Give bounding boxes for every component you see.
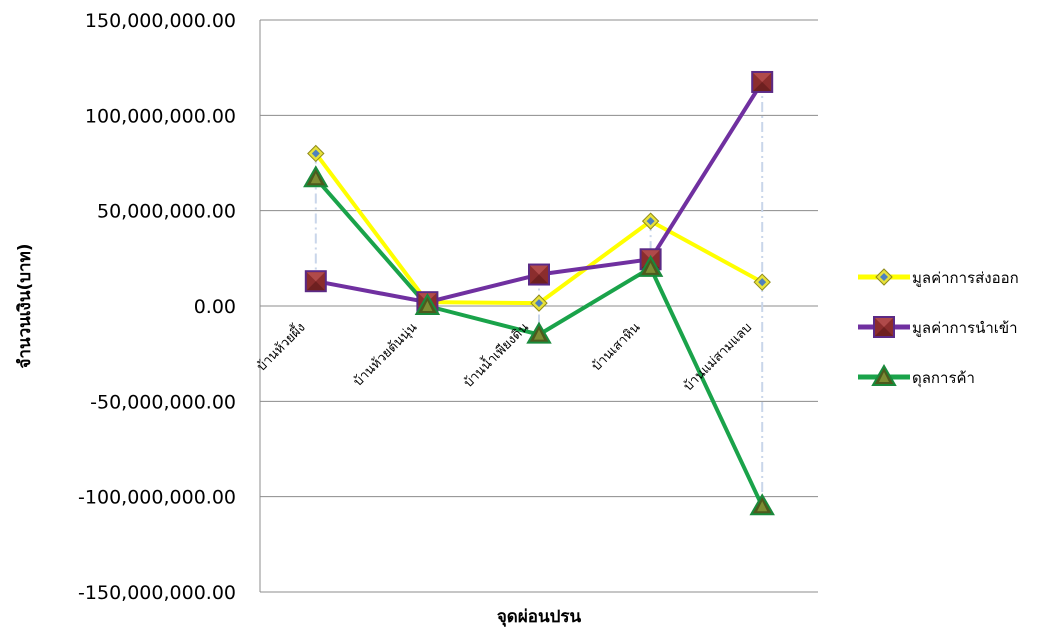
y-axis-title: จำนวนเงิน(บาท) [15,243,35,368]
category-label: บ้านห้วยผึ้ง [252,318,308,374]
triangle-marker [526,321,552,344]
diamond-marker [307,144,325,163]
y-tick-label: 100,000,000.00 [85,105,236,127]
y-tick-label: 150,000,000.00 [85,10,236,32]
category-label: บ้านเสาหิน [589,320,643,374]
y-tick-label: 0.00 [194,296,236,318]
y-tick-label: -100,000,000.00 [78,487,236,509]
legend-label: มูลค่าการส่งออก [912,269,1019,287]
legend-label: ดุลการค้า [912,369,975,388]
triangle-marker [749,493,775,516]
y-tick-label: -50,000,000.00 [90,391,236,413]
legend-triangle-marker [871,364,897,386]
legend-diamond-marker [875,268,893,286]
legend-label: มูลค่าการนำเข้า [912,319,1018,337]
triangle-marker [637,254,664,277]
diamond-marker [753,273,771,291]
gridlines [259,19,818,593]
y-tick-label: -150,000,000.00 [78,582,236,604]
legend-square-marker [873,316,895,338]
triangle-marker [303,165,329,188]
diamond-marker [641,212,660,230]
y-tick-label: 50,000,000.00 [97,201,236,223]
category-label: บ้านน้ำเพียงดิน [459,318,532,391]
diamond-marker [530,294,548,312]
x-axis-title: จุดผ่อนปรน [497,607,582,627]
square-marker [528,263,550,286]
category-label: บ้านห้วยต้นนุ่น [351,320,420,389]
series-lines [314,80,765,508]
square-marker [751,70,774,93]
triangle-marker [414,293,441,315]
y-tick-labels: 150,000,000.00 100,000,000.00 50,000,000.0… [78,10,236,604]
square-marker [304,270,327,293]
series-markers [303,70,775,516]
